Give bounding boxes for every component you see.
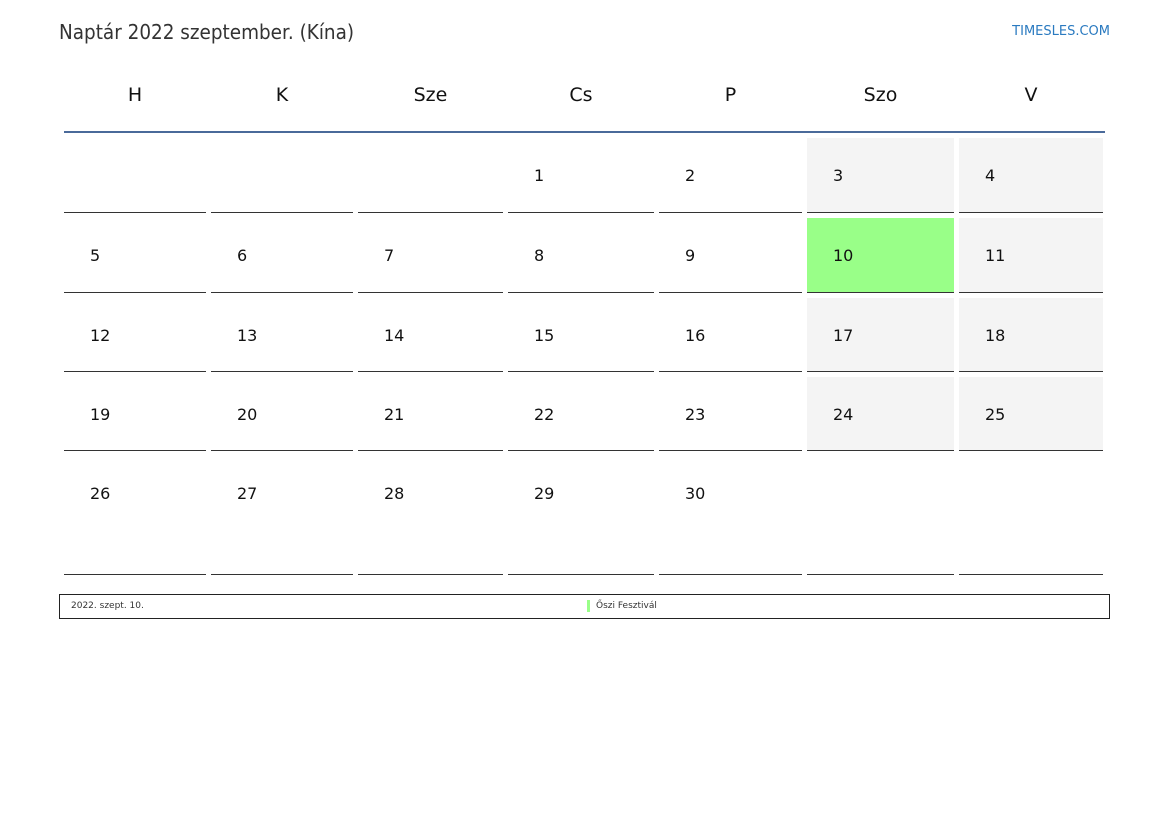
day-number: 27 (237, 484, 258, 503)
day-cell-19[interactable]: 19 (64, 377, 206, 451)
weekday-2: Sze (413, 84, 448, 106)
day-cell-25[interactable]: 25 (959, 377, 1103, 451)
day-number: 10 (833, 246, 854, 265)
day-number: 26 (90, 484, 111, 503)
day-number: 29 (534, 484, 555, 503)
day-number: 22 (534, 405, 555, 424)
day-cell-4[interactable]: 4 (959, 138, 1103, 213)
day-cell-14[interactable]: 14 (358, 298, 503, 372)
day-cell-7[interactable]: 7 (358, 218, 503, 293)
day-number: 25 (985, 405, 1006, 424)
page-title: Naptár 2022 szeptember. (Kína) (59, 20, 355, 44)
day-number: 30 (685, 484, 706, 503)
day-number: 28 (384, 484, 405, 503)
day-cell-18[interactable]: 18 (959, 298, 1103, 372)
day-cell-6[interactable]: 6 (211, 218, 353, 293)
day-number: 6 (237, 246, 248, 265)
day-number: 17 (833, 326, 854, 345)
day-cell-26[interactable]: 26 (64, 456, 206, 575)
day-cell-3[interactable]: 3 (807, 138, 954, 213)
brand-link[interactable]: TIMESLES.COM (1012, 24, 1110, 39)
day-cell-30[interactable]: 30 (659, 456, 802, 575)
day-cell-15[interactable]: 15 (508, 298, 654, 372)
day-cell-28[interactable]: 28 (358, 456, 503, 575)
day-number: 7 (384, 246, 395, 265)
holiday-legend: 2022. szept. 10. Őszi Fesztivál (59, 594, 1110, 619)
header-divider (64, 131, 1105, 133)
day-number: 8 (534, 246, 545, 265)
day-number: 23 (685, 405, 706, 424)
weekday-1: K (275, 84, 289, 106)
weekday-5: Szo (863, 84, 898, 106)
day-cell-9[interactable]: 9 (659, 218, 802, 293)
day-number: 18 (985, 326, 1006, 345)
day-cell-27[interactable]: 27 (211, 456, 353, 575)
day-number: 11 (985, 246, 1006, 265)
day-cell-29[interactable]: 29 (508, 456, 654, 575)
day-number: 2 (685, 166, 696, 185)
day-cell-10[interactable]: 10 (807, 218, 954, 293)
day-cell-22[interactable]: 22 (508, 377, 654, 451)
day-cell-5[interactable]: 5 (64, 218, 206, 293)
day-cell-24[interactable]: 24 (807, 377, 954, 451)
day-number: 19 (90, 405, 111, 424)
day-number: 21 (384, 405, 405, 424)
day-cell-11[interactable]: 11 (959, 218, 1103, 293)
day-number: 14 (384, 326, 405, 345)
day-number: 24 (833, 405, 854, 424)
weekday-3: Cs (569, 84, 593, 106)
day-number: 13 (237, 326, 258, 345)
day-cell-16[interactable]: 16 (659, 298, 802, 372)
day-number: 1 (534, 166, 545, 185)
day-cell-8[interactable]: 8 (508, 218, 654, 293)
day-number: 5 (90, 246, 101, 265)
day-number: 9 (685, 246, 696, 265)
empty-cell (64, 138, 206, 213)
calendar-grid: 1 2 3 4 5 6 7 8 9 10 11 12 13 14 15 16 17 18 19 20 21 22 23 24 2… (64, 138, 1105, 575)
weekday-header: H K Sze Cs P Szo V (64, 84, 1105, 106)
empty-cell (959, 456, 1103, 575)
legend-holiday-name: Őszi Fesztivál (596, 601, 657, 611)
empty-cell (358, 138, 503, 213)
empty-cell (211, 138, 353, 213)
day-cell-12[interactable]: 12 (64, 298, 206, 372)
empty-cell (807, 456, 954, 575)
day-cell-1[interactable]: 1 (508, 138, 654, 213)
day-number: 16 (685, 326, 706, 345)
day-number: 20 (237, 405, 258, 424)
legend-date: 2022. szept. 10. (71, 601, 144, 611)
day-cell-13[interactable]: 13 (211, 298, 353, 372)
weekday-4: P (724, 84, 737, 106)
day-number: 4 (985, 166, 996, 185)
day-cell-21[interactable]: 21 (358, 377, 503, 451)
day-number: 12 (90, 326, 111, 345)
day-number: 15 (534, 326, 555, 345)
day-cell-17[interactable]: 17 (807, 298, 954, 372)
day-cell-23[interactable]: 23 (659, 377, 802, 451)
weekday-0: H (127, 84, 143, 106)
weekday-6: V (1024, 84, 1038, 106)
day-cell-20[interactable]: 20 (211, 377, 353, 451)
day-cell-2[interactable]: 2 (659, 138, 802, 213)
day-number: 3 (833, 166, 844, 185)
legend-color-marker (587, 600, 590, 612)
